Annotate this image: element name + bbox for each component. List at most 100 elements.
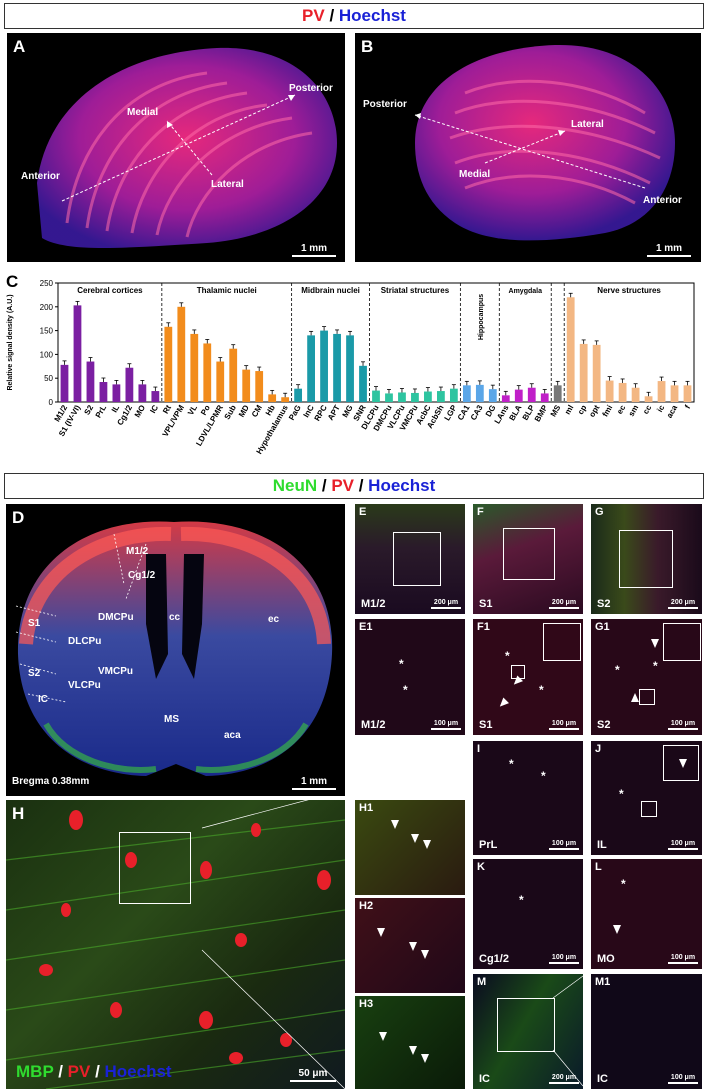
scale-label: 100 μm [551,720,577,727]
legend-mbp: MBP [16,1062,54,1081]
label-lateral: Lateral [571,119,604,130]
panel-letter: K [477,861,485,873]
x-tick-label: ic [655,403,666,414]
x-tick-label: CM [250,403,264,419]
bar [553,385,562,402]
panel-h: H MBP / PV / Hoechst 50 μm [6,800,345,1089]
title-sep: / [354,476,369,495]
bar [540,393,549,402]
section-label: IL [597,839,607,851]
arrowhead-marker [421,1054,429,1063]
label-anterior: Anterior [643,195,682,206]
title-sep: / [324,6,339,25]
panel-letter: I [477,743,481,755]
inset-box [663,623,701,661]
panel-letter: F [477,506,484,518]
x-tick-label: BMP [533,403,550,423]
x-tick-label: PrL [94,403,109,419]
bar [398,392,406,402]
y-tick-label: 50 [44,374,53,383]
scale-label: 200 μm [670,599,696,606]
group-label: Nerve structures [597,286,661,295]
scale-label: 1 mm [300,243,328,254]
scale-label: 200 μm [551,599,577,606]
arrowhead-marker [411,834,419,843]
label-vmcpu: VMCPu [98,666,133,677]
panel-letter: G1 [595,621,610,633]
bar [255,371,264,402]
section-label: IC [479,1073,490,1085]
panel-letter: C [6,272,19,291]
panel-letter: E1 [359,621,373,633]
section-label: S2 [597,719,611,731]
scale-bar: 200 μm [549,599,579,609]
scale-bar: 100 μm [431,720,461,730]
zoom-box [497,998,555,1052]
bar [242,369,251,402]
x-tick-label: opt [587,403,601,419]
x-tick-label: sm [627,404,641,419]
x-tick-label: MS [549,403,563,418]
bar [320,330,328,402]
y-tick-label: 200 [40,303,54,312]
title-sep: / [317,476,332,495]
group-label: Hippocampus [478,294,485,340]
bar [424,391,432,402]
scale-bar: 100 μm [668,954,698,964]
scale-label: 100 μm [551,840,577,847]
label-ec: ec [268,614,280,625]
scale-bar: 100 μm [668,840,698,850]
panel-i: I * * PrL 100 μm [473,741,583,855]
title-hoechst: Hoechst [368,476,436,495]
x-tick-label: Po [199,403,212,416]
arrowhead-marker [496,697,510,710]
arrowhead-marker [391,820,399,829]
panel-letter: G [595,506,604,518]
scale-label: 200 μm [433,599,459,606]
bar [268,394,277,402]
scale-label: 100 μm [670,840,696,847]
bar [294,388,303,402]
panel-letter: E [359,506,367,518]
star-marker: * [541,769,546,783]
zoom-box [393,532,441,586]
x-tick-label: APT [326,403,342,421]
scale-label: 100 μm [433,720,459,727]
label-m12: M1/2 [126,546,149,557]
panel-m: M IC 200 μm [473,974,583,1089]
x-tick-label: RPC [313,403,329,422]
legend-sep: / [53,1062,68,1081]
panel-letter: A [13,37,26,56]
scale-bar: 1 mm [292,243,336,257]
inset-box [543,623,581,661]
label-anterior: Anterior [21,171,60,182]
panel-letter: H2 [359,900,374,912]
panel-letter: H3 [359,998,374,1010]
y-tick-label: 250 [40,279,54,288]
panel-letter: J [595,743,602,755]
group-label: Thalamic nuclei [197,286,257,295]
x-tick-label: IL [110,403,121,414]
title-pv: PV [302,6,325,25]
group-label: Midbrain nuclei [301,286,360,295]
label-aca: aca [224,730,241,741]
bar [138,384,147,402]
bar [449,388,458,402]
x-tick-label: MD [237,403,251,418]
scale-bar: 100 μm [668,720,698,730]
bar [164,326,173,402]
scale-bar: 100 μm [549,720,579,730]
scale-label: 1 mm [655,243,683,254]
section-label: PrL [479,839,498,851]
bar [216,361,225,402]
section-label: S1 [479,719,493,731]
bar [501,395,510,402]
panel-k: K * Cg1/2 100 μm [473,859,583,969]
arrowhead-marker [613,925,621,934]
title-neun: NeuN [272,476,318,495]
section-label: Cg1/2 [479,953,509,965]
panel-f: F S1 200 μm [473,504,583,614]
panel-b: B Posterior Anterior Medial Lateral 1 mm [355,33,701,262]
label-ic: IC [38,694,48,705]
scale-label: 100 μm [551,954,577,961]
